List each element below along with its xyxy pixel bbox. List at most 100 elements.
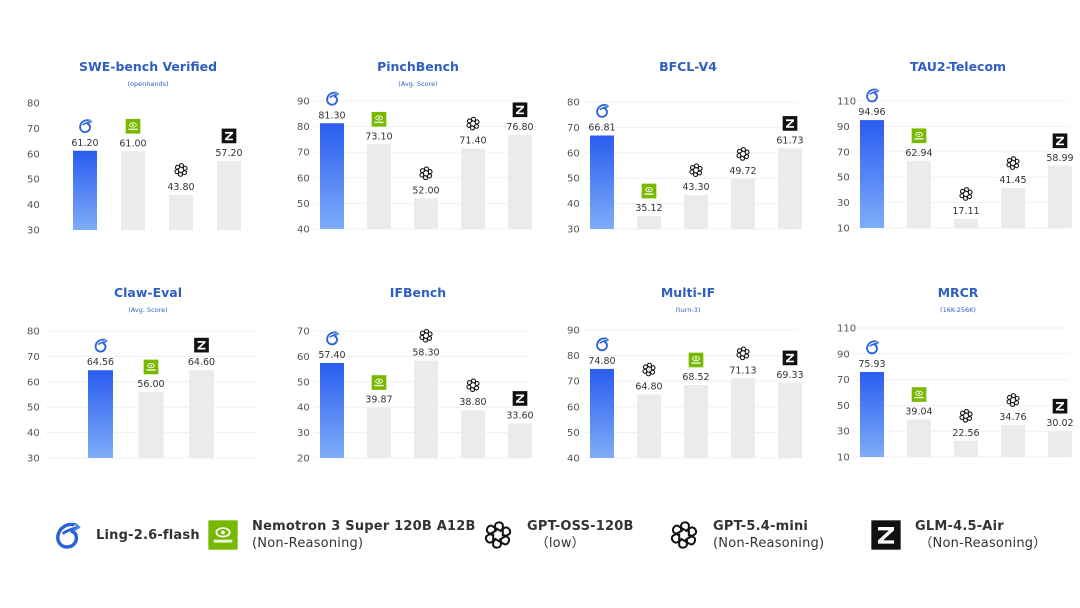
chart-title: IFBench [390, 285, 446, 300]
zhipu-z-logo-icon [512, 102, 528, 118]
nvidia-logo-icon [371, 375, 387, 390]
bar-glm [217, 160, 241, 230]
openai-logo-icon [959, 187, 973, 201]
legend-label: Ling-2.6-flash [96, 527, 200, 543]
chart-multi-if: Multi-IF (turn-3) 40 50 60 70 80 90 74.80 64.80 68… [567, 285, 804, 465]
openai-logo-icon [689, 163, 703, 178]
bar-nemotron [637, 215, 661, 229]
bar-glm [508, 423, 532, 458]
data-label: 61.20 [71, 138, 98, 149]
y-tick-label: 50 [297, 199, 310, 210]
bar-ling [590, 368, 614, 458]
openai-logo-icon [670, 521, 698, 549]
ling-logo-icon [866, 340, 880, 355]
y-tick-label: 90 [837, 349, 850, 360]
y-tick-label: 20 [297, 454, 310, 465]
chart-title: PinchBench [377, 59, 459, 74]
y-tick-label: 30 [567, 225, 580, 236]
y-tick-label: 70 [567, 377, 580, 388]
data-label: 41.45 [999, 175, 1026, 186]
openai-logo-icon [466, 378, 480, 393]
data-label: 61.73 [776, 135, 803, 146]
data-label: 56.00 [137, 379, 164, 390]
zhipu-z-logo-icon [871, 520, 901, 550]
chart-title: Claw-Eval [114, 285, 182, 300]
y-tick-label: 50 [27, 403, 40, 414]
y-tick-label: 30 [27, 454, 40, 465]
y-tick-label: 50 [567, 174, 580, 185]
data-label: 22.56 [952, 428, 979, 439]
zhipu-z-logo-icon [782, 350, 798, 366]
nvidia-logo-icon [688, 352, 704, 368]
data-label: 43.80 [167, 182, 194, 193]
openai-logo-icon [419, 166, 433, 181]
y-tick-label: 50 [837, 401, 850, 412]
nvidia-logo-icon [641, 183, 657, 199]
bar-gptoss [954, 218, 978, 228]
openai-logo-icon [736, 147, 750, 161]
data-label: 61.00 [119, 138, 146, 149]
chart-title: BFCL-V4 [659, 59, 717, 74]
data-label: 39.04 [905, 407, 932, 418]
y-tick-label: 60 [27, 377, 40, 388]
openai-logo-icon [1006, 156, 1020, 170]
ling-logo-icon [866, 88, 880, 103]
data-label: 57.20 [215, 148, 242, 159]
legend-label: GPT-5.4-mini (Non-Reasoning) [713, 519, 825, 551]
bar-glm [778, 148, 802, 229]
openai-logo-icon [959, 409, 973, 423]
y-tick-label: 40 [297, 225, 310, 236]
bar-gptmini [1001, 188, 1025, 228]
ling-logo-icon [79, 119, 93, 134]
ling-logo-icon [596, 103, 610, 118]
y-tick-label: 50 [837, 173, 850, 184]
bar-nemotron [121, 151, 145, 230]
bar-nemotron [367, 407, 391, 458]
openai-logo-icon [174, 163, 188, 177]
bar-gptmini [1001, 425, 1025, 457]
zhipu-z-logo-icon [869, 518, 903, 552]
y-tick-label: 70 [837, 147, 850, 158]
bar-nemotron [138, 391, 164, 458]
chart-subtitle: (turn-3) [676, 306, 701, 314]
chart-subtitle: (openhands) [127, 80, 168, 88]
data-label: 58.30 [412, 348, 439, 359]
data-label: 64.56 [87, 357, 114, 368]
data-label: 43.30 [682, 182, 709, 193]
zhipu-z-logo-icon [512, 391, 528, 406]
bar-glm [778, 382, 802, 458]
openai-logo-icon [736, 346, 750, 361]
data-label: 58.99 [1046, 153, 1073, 164]
ling-logo-icon [94, 338, 108, 353]
data-label: 75.93 [858, 359, 885, 370]
ling-logo-icon [56, 522, 81, 549]
bar-gptmini [461, 410, 485, 458]
zhipu-z-logo-icon [221, 128, 237, 144]
data-label: 35.12 [635, 203, 662, 214]
legend: Ling-2.6-flash Nemotron 3 Super 120B A12… [0, 510, 1080, 570]
bar-ling [73, 150, 97, 230]
data-label: 34.76 [999, 412, 1026, 423]
data-label: 73.10 [365, 131, 392, 142]
y-tick-label: 70 [27, 352, 40, 363]
bar-gptmini [731, 378, 755, 458]
y-tick-label: 50 [297, 377, 310, 388]
openai-logo-icon [466, 116, 480, 131]
bar-nemotron [907, 419, 931, 457]
bar-gptoss [169, 194, 193, 230]
chart-title: MRCR [938, 285, 979, 300]
data-label: 76.80 [506, 122, 533, 133]
data-label: 57.40 [318, 350, 345, 361]
bar-ling [320, 363, 344, 458]
chart-mrcr: MRCR (16K-256K) 10 30 50 70 90 110 75.93 39.04 22.… [837, 285, 1074, 464]
chart-title: TAU2-Telecom [910, 59, 1006, 74]
y-tick-label: 80 [567, 351, 580, 362]
bar-glm [508, 134, 532, 229]
y-tick-label: 30 [837, 427, 850, 438]
y-tick-label: 70 [297, 148, 310, 159]
nvidia-logo-icon [125, 118, 141, 134]
bar-gptmini [461, 148, 485, 229]
y-tick-label: 40 [27, 200, 40, 211]
